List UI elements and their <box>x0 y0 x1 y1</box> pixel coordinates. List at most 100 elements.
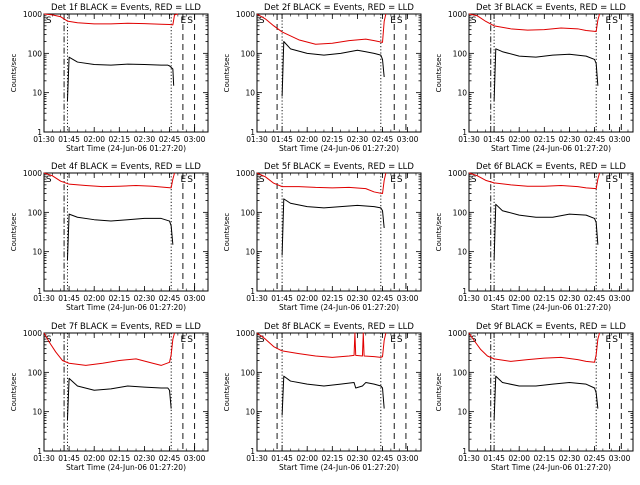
events-series-line <box>66 213 174 261</box>
x-tick-label: 01:45 <box>483 294 505 303</box>
lld-series-line <box>256 13 387 45</box>
x-tick-label: 02:00 <box>508 294 530 303</box>
x-tick-label: 02:15 <box>108 294 130 303</box>
x-tick-label: 02:15 <box>108 135 130 144</box>
y-tick-label: 1000 <box>448 10 467 19</box>
chart-title: Det 7f BLACK = Events, RED = LLD <box>51 322 201 332</box>
marker-annotation: S <box>259 175 265 185</box>
y-tick-label: 1 <box>250 447 255 456</box>
y-tick-label: 100 <box>453 208 468 217</box>
y-tick-label: 100 <box>28 49 43 58</box>
x-tick-label: 02:00 <box>296 135 318 144</box>
x-tick-label: 01:30 <box>246 135 268 144</box>
x-tick-label: 03:00 <box>184 135 206 144</box>
x-tick-label: 01:45 <box>271 135 293 144</box>
x-tick-label: 02:15 <box>321 294 343 303</box>
x-tick-label: 02:00 <box>83 135 105 144</box>
x-tick-label: 03:00 <box>184 294 206 303</box>
y-axis-label: Counts/sec <box>223 373 231 412</box>
chart-panel: Det 3f BLACK = Events, RED = LLD 1 10 100 10… <box>435 3 634 153</box>
y-tick-label: 1000 <box>236 10 255 19</box>
x-tick-label: 01:45 <box>58 135 80 144</box>
x-tick-label: 02:45 <box>372 135 394 144</box>
x-tick-label: 02:00 <box>83 294 105 303</box>
plot-frame <box>256 13 422 133</box>
marker-annotation: S <box>471 175 477 185</box>
y-tick-label: 100 <box>241 49 256 58</box>
x-axis-label: Start Time (24-Jun-06 01:27:20) <box>66 303 186 312</box>
y-tick-label: 10 <box>32 408 42 417</box>
x-tick-label: 01:30 <box>246 454 268 463</box>
x-tick-label: 02:30 <box>347 135 369 144</box>
y-axis-label: Counts/sec <box>10 373 18 412</box>
marker-annotation: S <box>397 335 403 345</box>
y-tick-label: 1000 <box>236 329 255 338</box>
plot-frame <box>468 13 634 133</box>
x-tick-label: 02:15 <box>108 454 130 463</box>
x-tick-label: 01:30 <box>33 454 55 463</box>
x-tick-label: 03:00 <box>609 135 631 144</box>
marker-annotation: S <box>612 335 618 345</box>
x-tick-label: 02:30 <box>347 294 369 303</box>
x-tick-label: 01:45 <box>58 454 80 463</box>
x-tick-label: 02:45 <box>584 135 606 144</box>
y-tick-label: 100 <box>241 368 256 377</box>
marker-annotation: S <box>46 335 52 345</box>
x-tick-label: 02:15 <box>321 135 343 144</box>
chart-title: Det 3f BLACK = Events, RED = LLD <box>476 3 626 13</box>
marker-annotation: S <box>187 175 193 185</box>
x-tick-label: 01:45 <box>483 454 505 463</box>
y-tick-label: 10 <box>457 248 467 257</box>
marker-annotation: E <box>390 335 396 345</box>
events-series-line <box>66 377 172 421</box>
events-series-line <box>281 375 385 416</box>
x-tick-label: 02:45 <box>584 294 606 303</box>
chart-title: Det 5f BLACK = Events, RED = LLD <box>264 162 414 172</box>
x-tick-label: 02:15 <box>321 454 343 463</box>
chart-title: Det 1f BLACK = Events, RED = LLD <box>51 3 201 13</box>
x-tick-label: 02:45 <box>372 294 394 303</box>
marker-annotation: E <box>390 175 396 185</box>
x-tick-label: 02:30 <box>559 294 581 303</box>
marker-annotation: S <box>259 16 265 26</box>
y-tick-label: 10 <box>457 89 467 98</box>
events-series-line <box>281 40 385 97</box>
y-tick-label: 1 <box>37 128 42 137</box>
y-tick-label: 10 <box>32 248 42 257</box>
x-tick-label: 02:45 <box>159 135 181 144</box>
y-tick-label: 100 <box>453 368 468 377</box>
chart-panel: Det 9f BLACK = Events, RED = LLD 1 10 100 10… <box>435 322 634 472</box>
x-tick-label: 01:30 <box>458 294 480 303</box>
x-tick-label: 02:45 <box>159 294 181 303</box>
x-tick-label: 03:00 <box>609 454 631 463</box>
plot-frame <box>43 332 209 452</box>
x-tick-label: 02:30 <box>347 454 369 463</box>
y-tick-label: 1000 <box>23 329 42 338</box>
lld-series-line <box>256 332 387 358</box>
x-tick-label: 01:45 <box>483 135 505 144</box>
x-axis-label: Start Time (24-Jun-06 01:27:20) <box>66 144 186 153</box>
marker-annotation: S <box>612 175 618 185</box>
x-tick-label: 02:30 <box>559 454 581 463</box>
events-series-line <box>493 203 599 261</box>
x-tick-label: 02:45 <box>372 454 394 463</box>
x-tick-label: 01:30 <box>33 135 55 144</box>
y-axis-label: Counts/sec <box>10 213 18 252</box>
x-tick-label: 02:30 <box>134 454 156 463</box>
chart-title: Det 9f BLACK = Events, RED = LLD <box>476 322 626 332</box>
y-tick-label: 1000 <box>448 169 467 178</box>
x-tick-label: 01:45 <box>271 294 293 303</box>
x-tick-label: 03:00 <box>397 454 419 463</box>
chart-title: Det 4f BLACK = Events, RED = LLD <box>51 162 201 172</box>
marker-annotation: E <box>606 335 612 345</box>
x-axis-label: Start Time (24-Jun-06 01:27:20) <box>279 303 399 312</box>
chart-panel: Det 8f BLACK = Events, RED = LLD 1 10 100 10… <box>223 322 422 472</box>
x-axis-label: Start Time (24-Jun-06 01:27:20) <box>279 144 399 153</box>
x-tick-label: 01:45 <box>271 454 293 463</box>
plot-frame <box>256 332 422 452</box>
plot-frame <box>43 13 209 133</box>
x-tick-label: 01:30 <box>458 135 480 144</box>
chart-panel: Det 4f BLACK = Events, RED = LLD 1 10 100 10… <box>10 162 209 312</box>
marker-annotation: S <box>46 16 52 26</box>
